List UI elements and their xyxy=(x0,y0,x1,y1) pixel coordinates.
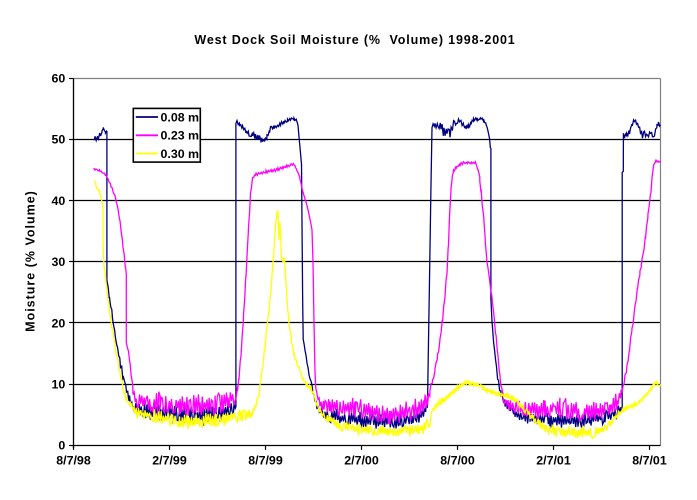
svg-text:2/7/99: 2/7/99 xyxy=(152,454,187,468)
svg-text:Moisture (% Volume): Moisture (% Volume) xyxy=(24,190,38,332)
svg-text:20: 20 xyxy=(52,316,66,330)
svg-text:2/7/00: 2/7/00 xyxy=(344,454,379,468)
svg-text:8/7/00: 8/7/00 xyxy=(440,454,475,468)
svg-text:0: 0 xyxy=(58,439,65,453)
svg-text:0.30 m: 0.30 m xyxy=(161,147,200,161)
svg-text:8/7/99: 8/7/99 xyxy=(248,454,283,468)
svg-text:30: 30 xyxy=(52,255,66,269)
svg-text:8/7/98: 8/7/98 xyxy=(56,454,91,468)
svg-text:10: 10 xyxy=(52,378,66,392)
svg-text:8/7/01: 8/7/01 xyxy=(632,454,667,468)
svg-text:0.08 m: 0.08 m xyxy=(161,110,200,124)
svg-text:40: 40 xyxy=(52,194,66,208)
svg-text:West Dock Soil Moisture (% Vo: West Dock Soil Moisture (% Volume) 1998-… xyxy=(194,33,515,47)
svg-text:2/7/01: 2/7/01 xyxy=(536,454,571,468)
svg-text:50: 50 xyxy=(52,133,66,147)
svg-text:60: 60 xyxy=(52,72,66,86)
svg-text:0.23 m: 0.23 m xyxy=(161,129,200,143)
